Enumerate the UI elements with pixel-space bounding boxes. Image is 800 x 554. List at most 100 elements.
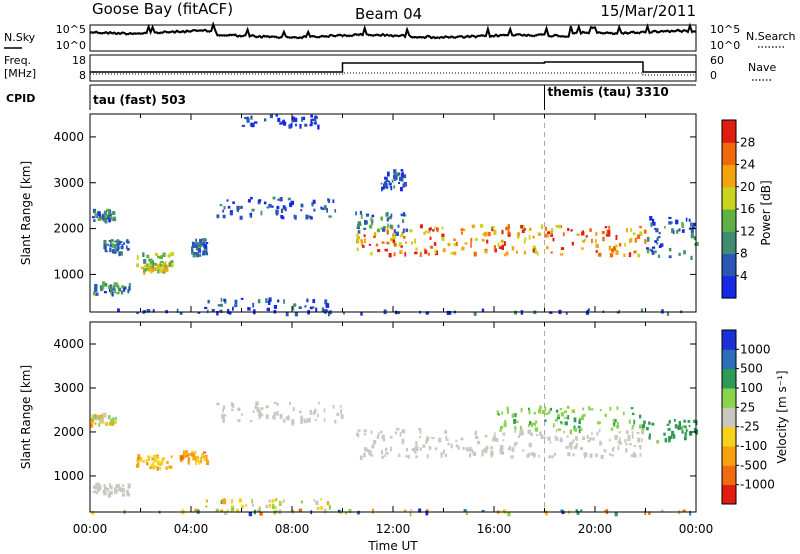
data-point xyxy=(534,249,537,254)
data-point xyxy=(109,422,111,426)
data-point xyxy=(681,425,684,429)
data-point xyxy=(558,428,561,431)
data-point xyxy=(616,424,620,429)
data-point xyxy=(415,440,418,446)
data-point xyxy=(600,455,604,459)
data-point xyxy=(403,236,406,239)
data-point xyxy=(128,283,131,288)
y-tick-label: 4000 xyxy=(53,130,84,144)
data-point xyxy=(204,243,207,249)
data-point xyxy=(326,501,330,506)
data-point xyxy=(424,250,428,254)
data-point xyxy=(360,311,363,316)
data-point xyxy=(490,450,494,456)
data-point xyxy=(294,215,297,220)
data-point xyxy=(570,229,573,232)
data-point xyxy=(106,208,110,212)
data-point xyxy=(315,307,318,312)
data-point xyxy=(590,408,594,411)
data-point xyxy=(568,442,572,448)
data-point xyxy=(514,426,517,430)
data-point xyxy=(308,215,312,219)
data-point xyxy=(363,452,366,458)
colorbar-segment xyxy=(722,209,736,232)
data-point xyxy=(126,489,129,495)
data-point xyxy=(595,231,598,236)
data-point xyxy=(265,414,269,420)
data-point xyxy=(642,424,646,429)
data-point xyxy=(201,453,204,457)
power-y-label: Slant Range [km] xyxy=(19,161,33,265)
noise-left-tick-top: 10^5 xyxy=(56,23,86,36)
data-point xyxy=(294,312,298,317)
data-point xyxy=(693,428,696,433)
data-point xyxy=(507,232,511,237)
data-point xyxy=(103,290,107,294)
data-point xyxy=(219,303,223,307)
data-point xyxy=(543,436,546,439)
data-point xyxy=(290,122,293,128)
data-point xyxy=(265,504,269,509)
noise-left-tick-bottom: 10^0 xyxy=(56,39,86,52)
data-point xyxy=(681,223,685,228)
data-point xyxy=(122,288,126,292)
data-point xyxy=(364,238,366,244)
data-point xyxy=(126,245,128,250)
data-point xyxy=(634,237,637,243)
data-point xyxy=(161,458,165,462)
data-point xyxy=(494,248,497,253)
data-point xyxy=(314,418,317,422)
data-point xyxy=(136,311,139,314)
y-tick-label: 3000 xyxy=(53,381,84,395)
data-point xyxy=(165,264,169,268)
data-point xyxy=(374,232,377,236)
data-point xyxy=(550,251,553,254)
data-point xyxy=(398,181,401,184)
data-point xyxy=(562,430,565,434)
data-point xyxy=(599,409,602,412)
data-point xyxy=(631,431,634,434)
data-point xyxy=(540,224,544,230)
data-point xyxy=(355,211,357,216)
data-point xyxy=(474,238,478,241)
colorbar-segment xyxy=(722,465,736,486)
data-point xyxy=(368,451,372,456)
data-point xyxy=(690,222,693,227)
data-point xyxy=(549,407,552,411)
station-title: Goose Bay (fitACF) xyxy=(92,0,233,18)
freq-panel-frame xyxy=(89,54,697,82)
data-point xyxy=(376,229,379,232)
data-point xyxy=(560,421,562,424)
data-point xyxy=(668,255,672,259)
data-point xyxy=(667,428,671,431)
data-point xyxy=(268,499,271,503)
data-point xyxy=(388,253,392,258)
data-point xyxy=(240,205,243,209)
data-point xyxy=(539,431,542,436)
data-point xyxy=(200,460,203,464)
data-point xyxy=(355,234,359,237)
data-point xyxy=(381,455,384,459)
data-point xyxy=(312,411,316,415)
data-point xyxy=(455,439,458,443)
data-point xyxy=(315,500,319,505)
data-point xyxy=(615,250,619,255)
data-point xyxy=(285,311,289,317)
data-point xyxy=(187,460,190,465)
data-point xyxy=(613,422,616,427)
data-point xyxy=(611,447,615,452)
data-point xyxy=(249,215,252,218)
data-point xyxy=(257,409,261,412)
data-point xyxy=(508,445,512,451)
y-tick-label: 3000 xyxy=(53,176,84,190)
data-point xyxy=(91,414,94,419)
data-point xyxy=(682,509,686,512)
data-point xyxy=(393,229,396,234)
data-point xyxy=(357,432,360,438)
data-point xyxy=(219,509,224,513)
data-point xyxy=(283,205,286,208)
data-point xyxy=(595,250,598,253)
data-point xyxy=(205,252,209,256)
data-point xyxy=(422,444,426,448)
noise-right-tick-bottom: 10^0 xyxy=(710,39,740,52)
